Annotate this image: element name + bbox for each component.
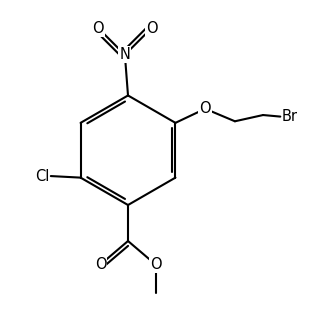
Text: N: N — [119, 47, 130, 62]
Text: Br: Br — [282, 109, 298, 124]
Text: O: O — [95, 257, 106, 272]
Text: O: O — [150, 257, 161, 272]
Text: O: O — [199, 101, 211, 116]
Text: O: O — [146, 21, 157, 36]
Text: Cl: Cl — [35, 169, 49, 183]
Text: O: O — [92, 21, 104, 36]
